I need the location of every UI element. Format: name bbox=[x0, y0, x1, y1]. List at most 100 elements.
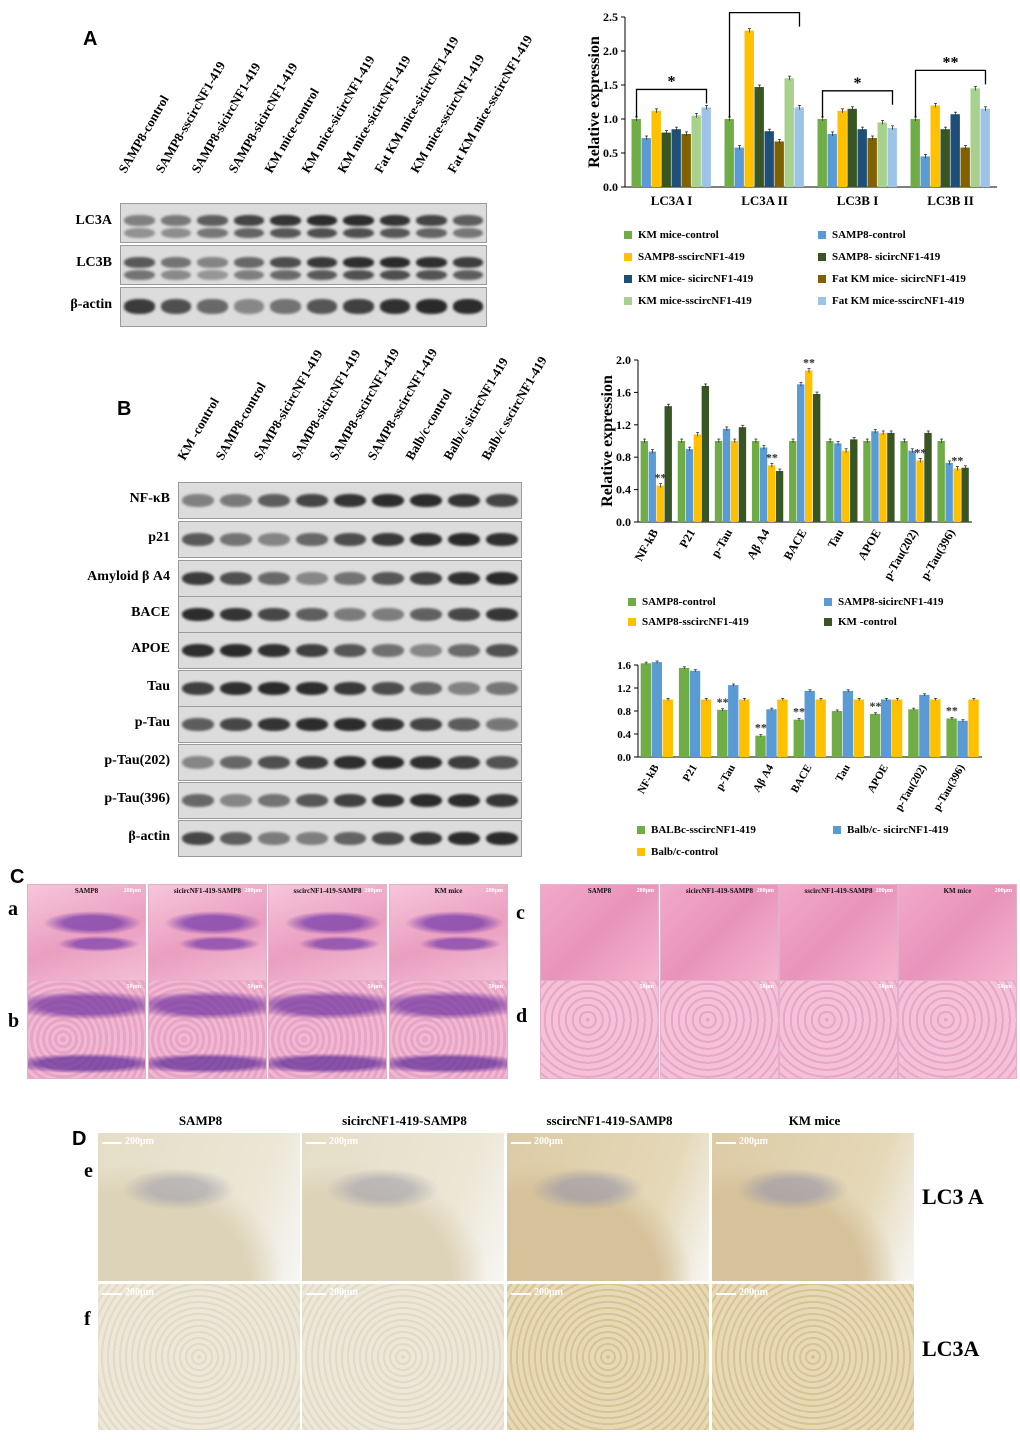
y-tick-label: 0.5 bbox=[603, 146, 618, 160]
bar-chart-balbc-markers: 0.0 0.4 0.8 1.2 1.6 NF-kB P21 p-Tau ** Aβ A4 ** BAC… bbox=[617, 660, 982, 813]
blot-band bbox=[334, 681, 366, 695]
y-tick-label: 1.2 bbox=[617, 683, 631, 695]
bar bbox=[887, 127, 897, 187]
bar bbox=[891, 699, 903, 757]
blot-band bbox=[334, 571, 366, 585]
bar bbox=[980, 108, 990, 187]
scale-bar-label: 200μm bbox=[739, 1287, 768, 1298]
blot-band bbox=[233, 269, 264, 281]
bar bbox=[691, 115, 701, 187]
scale-bar-label: 50μm bbox=[247, 984, 262, 990]
bar bbox=[940, 129, 950, 187]
legend-swatch bbox=[624, 253, 632, 262]
he-image-caption: KM mice bbox=[943, 887, 972, 895]
x-tick-label: BACE bbox=[789, 763, 815, 795]
bar bbox=[651, 662, 662, 757]
x-tick-label: Tau bbox=[833, 763, 852, 785]
blot-band bbox=[182, 643, 214, 657]
blot-band bbox=[220, 831, 252, 845]
x-tick-label: LC3B I bbox=[837, 193, 879, 208]
blot-band bbox=[220, 532, 252, 546]
blot-band bbox=[410, 793, 442, 807]
blot-band bbox=[334, 643, 366, 657]
scale-bar-label: 50μm bbox=[997, 984, 1012, 990]
scale-bar-label: 200μm bbox=[875, 888, 893, 894]
blot-band bbox=[448, 831, 480, 845]
ihc-stain-image: 200μm bbox=[507, 1284, 709, 1430]
legend-swatch bbox=[637, 826, 645, 835]
he-stain-image: 50μm bbox=[268, 980, 387, 1079]
he-stain-image: 50μm bbox=[148, 980, 267, 1079]
ihc-stain-image: 200μm bbox=[98, 1284, 300, 1430]
blot-band bbox=[343, 257, 374, 269]
x-tick-label: NF-kB bbox=[635, 762, 662, 796]
significance-bracket bbox=[821, 90, 894, 117]
he-image-caption: KM mice bbox=[434, 887, 463, 895]
bar bbox=[827, 133, 837, 187]
y-tick-label: 1.0 bbox=[603, 112, 618, 126]
he-stain-image: 50μm bbox=[27, 980, 146, 1079]
he-image-caption: SAMP8 bbox=[74, 887, 99, 895]
scale-bar bbox=[716, 1293, 736, 1295]
blot-band bbox=[296, 793, 328, 807]
bar bbox=[722, 428, 731, 522]
bar bbox=[908, 450, 916, 522]
x-tick-label: LC3A II bbox=[741, 193, 788, 208]
ihc-stain-image: 200μm bbox=[302, 1133, 504, 1281]
blot-band bbox=[233, 257, 264, 269]
blot-band bbox=[182, 717, 214, 731]
blot-band bbox=[296, 681, 328, 695]
blot-band bbox=[233, 227, 264, 239]
blot-strip bbox=[178, 744, 522, 781]
legend-item: Fat KM mice- sicircNF1-419 bbox=[818, 273, 966, 285]
scale-bar-label: 200μm bbox=[756, 888, 774, 894]
blot-band bbox=[452, 227, 483, 239]
panel-label-a: A bbox=[83, 28, 98, 50]
x-tick-label: APOE bbox=[865, 763, 891, 795]
x-tick-label: P21 bbox=[681, 763, 700, 784]
he-image-caption: sicircNF1-419-SAMP8 bbox=[173, 887, 242, 895]
bar bbox=[661, 132, 671, 187]
blot-band bbox=[258, 493, 290, 507]
blot-band bbox=[334, 493, 366, 507]
bar bbox=[837, 110, 847, 187]
blot-band bbox=[124, 269, 155, 281]
bar bbox=[847, 108, 857, 187]
legend-item: KM -control bbox=[824, 616, 897, 628]
bar bbox=[714, 441, 723, 522]
sub-label-b: b bbox=[8, 1010, 20, 1032]
bar bbox=[924, 432, 932, 522]
blot-band bbox=[160, 215, 191, 227]
bar bbox=[794, 107, 804, 187]
he-stain-image: sicircNF1-419-SAMP8 200μm bbox=[660, 884, 779, 981]
blot-band bbox=[343, 269, 374, 281]
blot-band bbox=[258, 717, 290, 731]
scale-bar bbox=[102, 1142, 122, 1144]
blot-row-label: BACE bbox=[131, 604, 170, 620]
blot-strip bbox=[178, 670, 522, 707]
he-stain-image: 50μm bbox=[540, 980, 659, 1079]
sub-label-e: e bbox=[84, 1160, 93, 1182]
blot-band bbox=[416, 215, 447, 227]
y-tick-label: 0.0 bbox=[616, 515, 631, 529]
y-axis-label: Relative expression bbox=[600, 375, 616, 507]
y-tick-label: 0.8 bbox=[617, 706, 631, 718]
significance-marker: ** bbox=[914, 445, 926, 459]
significance-bracket bbox=[914, 69, 987, 117]
bar bbox=[793, 719, 804, 757]
bar bbox=[640, 441, 648, 522]
blot-band bbox=[124, 227, 155, 239]
blot-band bbox=[452, 215, 483, 227]
bar bbox=[961, 467, 969, 522]
bar bbox=[920, 156, 930, 187]
legend-item: SAMP8-control bbox=[628, 596, 716, 608]
bar bbox=[946, 718, 957, 757]
blot-band bbox=[448, 681, 480, 695]
scale-bar bbox=[511, 1142, 531, 1144]
bar bbox=[700, 699, 712, 757]
blot-band bbox=[258, 607, 290, 621]
blot-band bbox=[486, 717, 518, 731]
blot-strip bbox=[178, 706, 522, 743]
y-tick-label: 2.0 bbox=[616, 353, 631, 367]
blot-band bbox=[334, 831, 366, 845]
